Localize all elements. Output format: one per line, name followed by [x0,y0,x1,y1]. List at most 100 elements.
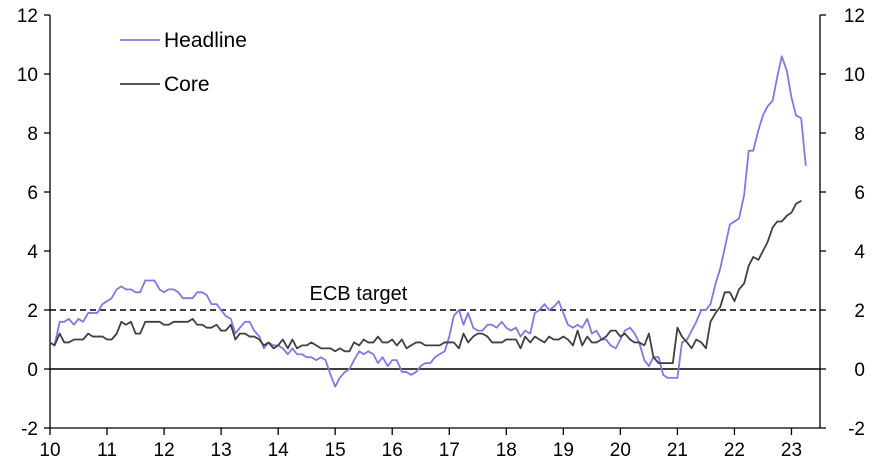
data-point-core [367,341,369,344]
data-point-headline [173,288,175,290]
data-point-headline [553,306,555,308]
data-point-core [510,338,512,341]
x-tick-label: 10 [39,440,60,461]
data-point-core [600,338,603,341]
data-point-headline [709,303,712,305]
data-point-core [177,321,179,323]
data-point-headline [168,288,170,290]
data-point-core [467,341,469,344]
data-point-core [672,362,674,364]
data-point-core [339,347,341,349]
y-tick-label-right: -2 [848,419,865,440]
data-point-headline [567,324,569,326]
data-point-core [68,341,70,344]
data-point-core [657,362,660,364]
data-point-headline [253,330,255,332]
data-point-headline [629,327,631,329]
data-point-headline [496,327,498,329]
data-point-core [444,341,446,344]
data-point-core [168,324,170,326]
data-point-headline [225,315,227,317]
data-point-core [472,335,474,338]
legend: Headline Core [120,29,247,96]
data-point-headline [462,324,465,326]
data-point-headline [591,333,593,335]
data-point-core [477,333,479,335]
data-point-headline [781,55,783,57]
x-tick-label: 14 [268,440,290,461]
data-point-headline [116,288,118,290]
data-point-headline [315,359,317,361]
data-point-core [149,321,151,323]
data-point-headline [743,194,745,196]
y-tick-label-right: 8 [854,124,865,145]
data-point-core [120,321,122,323]
data-point-headline [472,327,474,329]
data-point-core [757,259,760,261]
data-point-core [101,335,104,338]
data-point-core [519,347,522,349]
data-point-core [220,330,222,332]
data-point-core [158,321,161,323]
data-point-headline [139,291,141,293]
data-point-headline [691,330,693,332]
data-point-core [458,347,460,349]
data-point-headline [163,291,165,293]
data-point-headline [187,297,189,299]
reference-lines: ECB target [50,283,820,370]
data-point-core [206,327,208,329]
data-point-core [643,344,645,346]
data-point-headline [377,362,379,364]
data-point-headline [244,321,246,323]
data-point-headline [239,327,241,329]
data-point-headline [795,114,797,116]
data-point-core [424,344,426,346]
data-point-headline [538,309,540,311]
data-point-headline [672,377,674,379]
data-point-headline [353,359,355,361]
data-point-headline [676,377,679,379]
data-point-core [462,333,465,335]
data-point-headline [529,333,531,335]
y-tick-label-right: 2 [854,301,865,322]
data-point-headline [320,356,322,358]
data-point-core [715,312,717,314]
data-point-headline [358,350,360,352]
data-point-core [724,291,726,293]
data-point-core [244,333,246,335]
data-point-core [324,347,327,349]
data-point-core [353,341,355,344]
data-point-headline [790,97,793,99]
data-point-core [496,341,498,344]
data-point-core [762,250,764,252]
data-point-headline [657,356,660,358]
data-point-headline [387,365,389,367]
data-point-headline [581,327,583,329]
data-point-headline [144,279,146,282]
data-point-headline [282,347,284,349]
data-point-core [515,338,517,341]
data-point-core [49,341,51,344]
data-point-headline [467,312,469,314]
data-point-headline [624,330,626,332]
data-point-headline [291,347,294,349]
data-point-headline [519,335,522,338]
data-point-core [529,341,531,344]
data-point-core [230,324,232,326]
data-point-core [348,350,351,352]
data-point-headline [543,303,546,305]
data-point-headline [420,365,422,367]
data-point-core [63,341,65,344]
data-point-headline [786,70,788,72]
y-tick-label-left: -2 [21,419,38,440]
data-point-headline [738,217,740,220]
data-point-core [239,333,241,335]
data-point-headline [153,279,155,282]
data-point-core [453,341,455,344]
data-point-headline [287,353,289,355]
data-point-core [296,347,298,349]
data-point-core [638,341,640,344]
data-point-core [372,341,374,344]
data-point-headline [558,300,560,302]
